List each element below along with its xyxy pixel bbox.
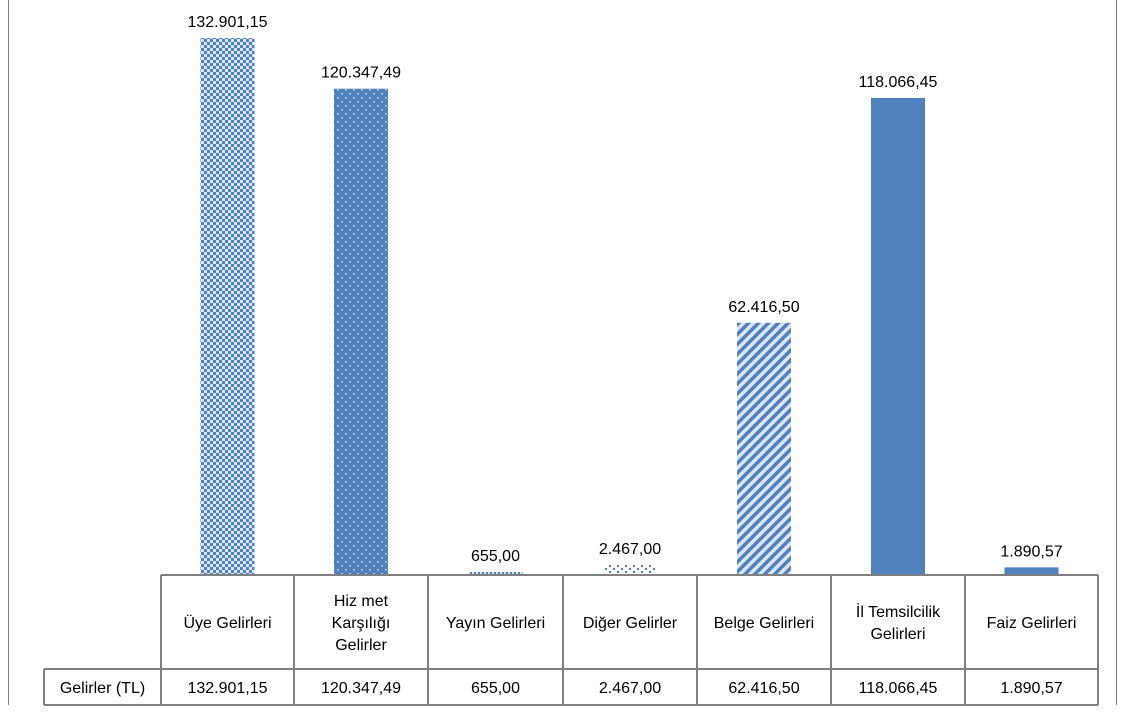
table-value-4: 2.467,00 [599,680,661,697]
category-label-2: Karşılığı [332,615,391,632]
bar-6 [871,97,925,576]
bar-value-label-3: 655,00 [471,548,520,565]
bar-7 [1004,567,1059,575]
value-labels-group: 132.901,15 120.347,49 655,00 2.467,00 62.416… [187,14,1062,565]
category-label-4: Diğer Gelirler [583,615,678,632]
bar-value-label-1: 132.901,15 [187,14,267,31]
bar-5 [737,322,791,575]
table-value-6: 118.066,45 [859,680,938,697]
bar-value-label-7: 1.890,57 [1000,543,1062,560]
bar-value-label-5: 62.416,50 [728,299,799,316]
category-label-3: Yayın Gelirleri [446,615,545,632]
bar-4 [603,565,657,575]
table-value-1: 132.901,15 [187,680,267,697]
table-value-3: 655,00 [471,680,520,697]
bar-value-label-6: 118.066,45 [859,74,938,91]
bars-group [200,38,1059,576]
table-value-5: 62.416,50 [728,680,799,697]
table-value-2: 120.347,49 [321,680,401,697]
bar-value-label-4: 2.467,00 [599,541,661,558]
table-value-7: 1.890,57 [1000,680,1062,697]
bar-1 [200,38,255,575]
category-label-2: Gelirler [335,637,387,654]
data-table: Üye Gelirleri Hiz met Karşılığı Gelirler Yay… [43,574,1099,706]
bar-value-label-2: 120.347,49 [321,65,401,82]
series-name-label: Gelirler (TL) [60,680,145,697]
category-label-2: Hiz met [334,593,389,610]
category-label-1: Üye Gelirleri [183,614,271,632]
category-label-6: Gelirleri [870,626,925,643]
bar-3 [468,572,523,575]
category-label-5: Belge Gelirleri [714,615,814,632]
category-label-7: Faiz Gelirleri [987,615,1077,632]
category-label-6: İl Temsilcilik [856,602,941,621]
bar-2 [334,88,388,576]
